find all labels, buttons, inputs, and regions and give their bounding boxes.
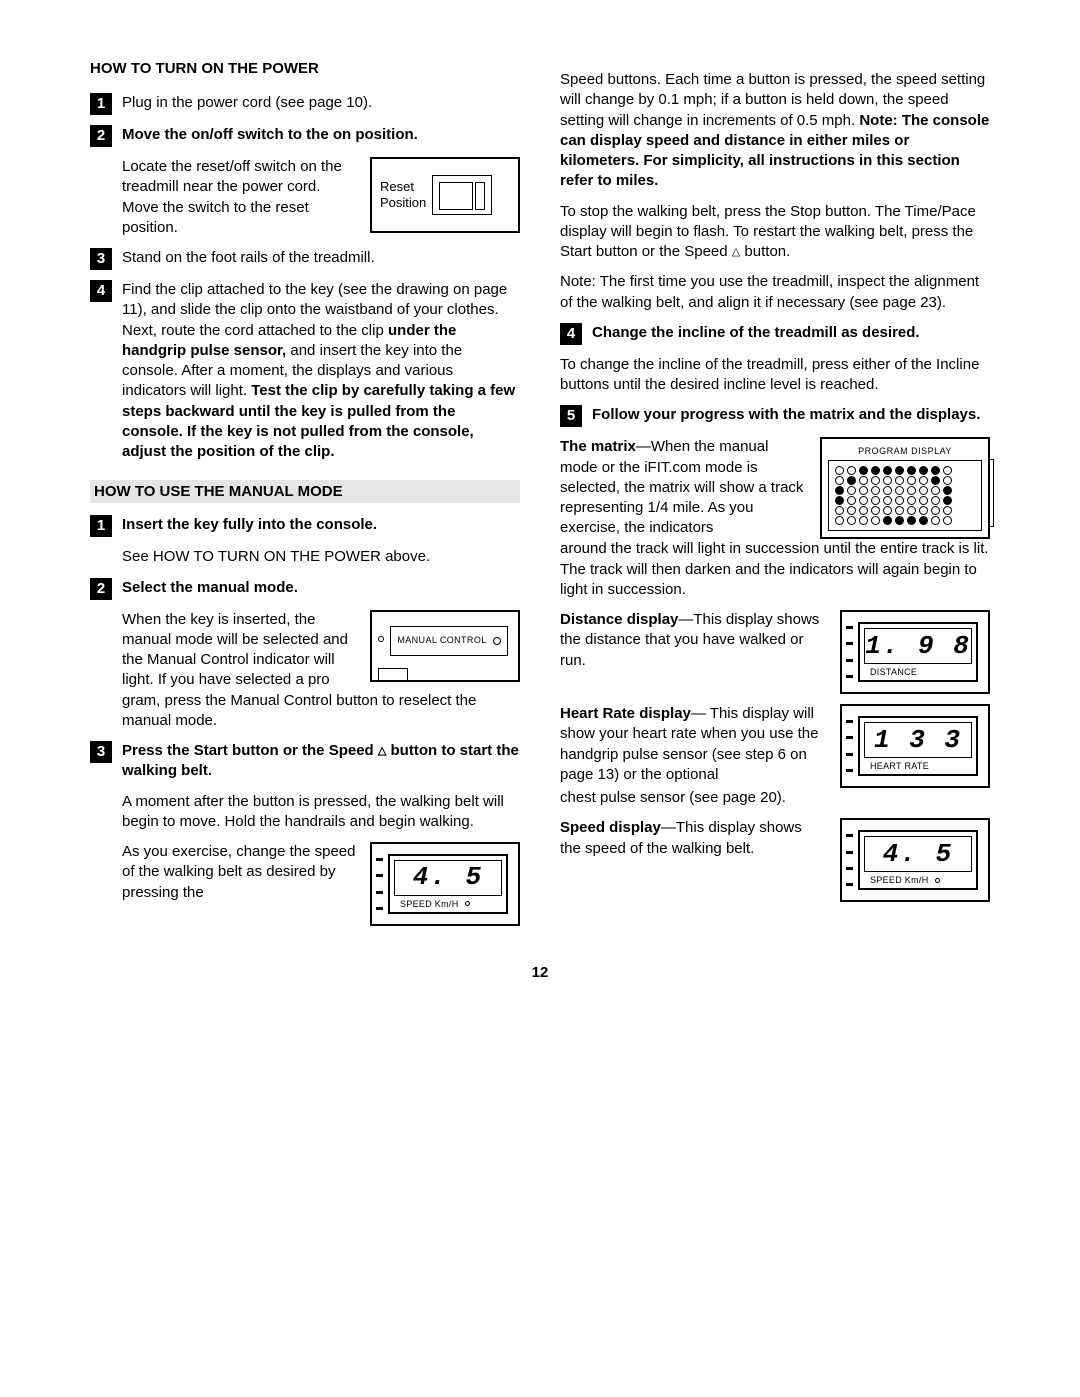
step-body: When the key is inserted, the manual mod…	[122, 610, 520, 732]
right-step-4: 4 Change the incline of the treadmill as…	[560, 323, 990, 345]
step-number-icon: 4	[90, 280, 112, 302]
power-step-3: 3 Stand on the foot rails of the treadmi…	[90, 248, 520, 270]
step-title: Move the on/off switch to the on positio…	[122, 126, 418, 143]
step-text: Plug in the power cord (see page 10).	[122, 93, 520, 113]
step-text: Find the clip attached to the key (see t…	[122, 280, 520, 462]
triangle-up-icon: △	[732, 245, 740, 260]
right-step-5: 5 Follow your progress with the matrix a…	[560, 405, 990, 427]
lcd-label: HEART RATE	[870, 760, 929, 772]
step-body: To change the incline of the treadmill, …	[560, 355, 990, 396]
paragraph: Speed buttons. Each time a button is pre…	[560, 70, 990, 192]
switch-icon	[432, 175, 492, 215]
paragraph: To stop the walking belt, press the Stop…	[560, 202, 990, 263]
speed-display-figure: 4. 5 SPEED Km/H	[370, 842, 520, 926]
reset-switch-figure: Reset Position	[370, 157, 520, 233]
step-title: Press the Start button or the Speed △ bu…	[122, 742, 519, 779]
step-number-icon: 2	[90, 125, 112, 147]
step-2-text: Locate the reset/off switch on the tread…	[122, 157, 356, 238]
figure-label: Reset	[380, 179, 414, 194]
step-title: Change the incline of the treadmill as d…	[592, 324, 920, 341]
power-step-1: 1 Plug in the power cord (see page 10).	[90, 93, 520, 115]
power-step-4: 4 Find the clip attached to the key (see…	[90, 280, 520, 462]
lcd-value: 1. 9 8	[864, 628, 972, 664]
figure-label: PROGRAM DISPLAY	[828, 445, 982, 457]
step-body: As you exercise, change the speed of the…	[122, 842, 520, 926]
page-number: 12	[90, 964, 990, 981]
triangle-up-icon: △	[378, 744, 386, 759]
step-number-icon: 2	[90, 578, 112, 600]
step-number-icon: 1	[90, 515, 112, 537]
step-number-icon: 3	[90, 741, 112, 763]
step-title: Follow your progress with the matrix and…	[592, 406, 980, 423]
manual-step-3: 3 Press the Start button or the Speed △ …	[90, 741, 520, 782]
distance-display-figure: 1. 9 8 DISTANCE	[840, 610, 990, 694]
manual-step-2: 2 Select the manual mode.	[90, 578, 520, 600]
step-2-body: Locate the reset/off switch on the tread…	[122, 157, 520, 238]
step-text: Stand on the foot rails of the treadmill…	[122, 248, 520, 268]
step-number-icon: 4	[560, 323, 582, 345]
speed-display-figure: 4. 5 SPEED Km/H	[840, 818, 990, 902]
distance-paragraph: Distance display—This display shows the …	[560, 610, 990, 694]
left-column: HOW TO TURN ON THE POWER 1 Plug in the p…	[90, 60, 520, 936]
step-number-icon: 5	[560, 405, 582, 427]
program-display-figure: PROGRAM DISPLAY	[820, 437, 990, 539]
figure-label: MANUAL CONTROL	[390, 626, 508, 656]
lcd-value: 1 3 3	[864, 722, 972, 758]
right-column: Speed buttons. Each time a button is pre…	[560, 60, 990, 936]
step-body: See HOW TO TURN ON THE POWER above.	[122, 547, 520, 567]
step-title: Insert the key fully into the console.	[122, 516, 377, 533]
heading-power: HOW TO TURN ON THE POWER	[90, 60, 520, 77]
lcd-value: 4. 5	[864, 836, 972, 872]
manual-control-figure: MANUAL CONTROL	[370, 610, 520, 682]
heartrate-display-figure: 1 3 3 HEART RATE	[840, 704, 990, 788]
step-number-icon: 1	[90, 93, 112, 115]
matrix-paragraph: The matrix—When the manual mode or the i…	[560, 437, 990, 600]
matrix-grid	[828, 460, 982, 531]
lcd-label: DISTANCE	[870, 666, 917, 678]
power-step-2: 2 Move the on/off switch to the on posit…	[90, 125, 520, 147]
speed-paragraph: Speed display—This display shows the spe…	[560, 818, 990, 902]
step-body: A moment after the button is pressed, th…	[122, 792, 520, 833]
lcd-label: SPEED Km/H	[400, 898, 459, 910]
step-title: Select the manual mode.	[122, 579, 298, 596]
step-number-icon: 3	[90, 248, 112, 270]
heartrate-paragraph: Heart Rate display— This display will sh…	[560, 704, 990, 808]
figure-label: Position	[380, 195, 426, 210]
manual-step-1: 1 Insert the key fully into the console.	[90, 515, 520, 537]
lcd-value: 4. 5	[394, 860, 502, 896]
heading-manual-mode: HOW TO USE THE MANUAL MODE	[90, 480, 520, 503]
paragraph: Note: The first time you use the treadmi…	[560, 272, 990, 313]
lcd-label: SPEED Km/H	[870, 874, 929, 886]
